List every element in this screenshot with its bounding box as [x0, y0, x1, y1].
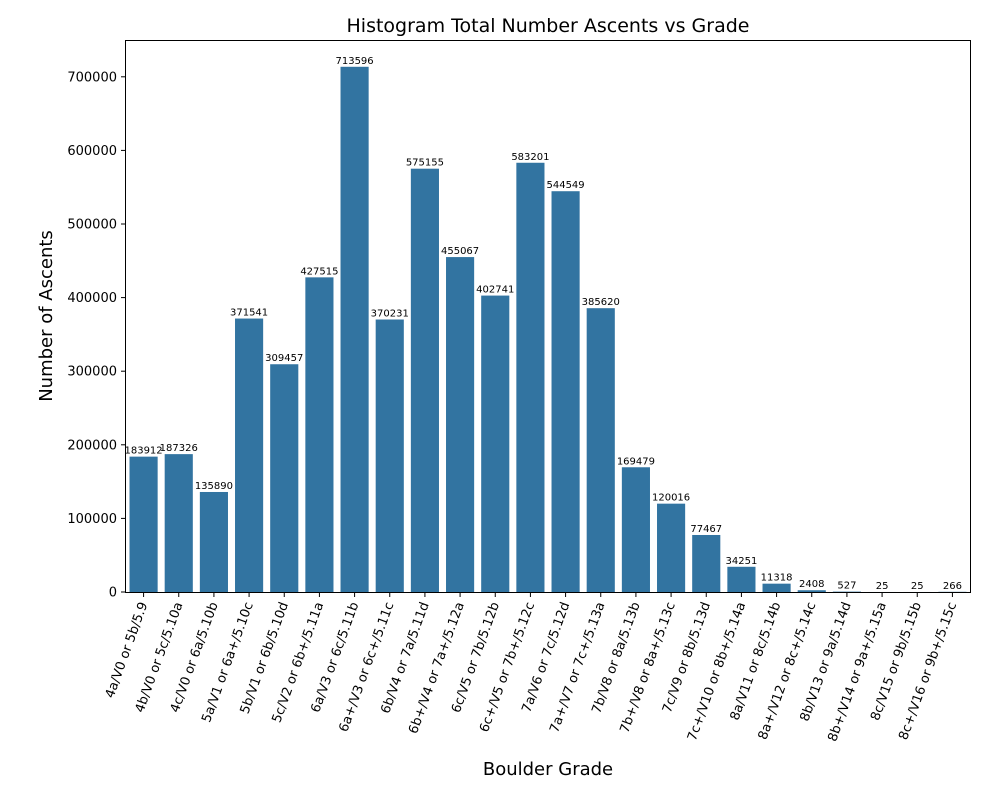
bar-value-label: 427515	[300, 266, 338, 277]
bar	[305, 277, 334, 592]
bar	[481, 295, 510, 592]
bar-value-label: 575155	[406, 158, 444, 169]
bar-value-label: 385620	[582, 297, 620, 308]
bar-value-label: 34251	[726, 556, 758, 567]
bar	[164, 454, 193, 592]
y-tick-label: 100000	[67, 512, 117, 527]
bar	[727, 566, 756, 592]
bar-value-label: 25	[911, 581, 924, 592]
y-axis: 0 100000 200000 300000 400000 500000 600000 700…	[67, 70, 126, 601]
bar-value-label: 135890	[195, 481, 233, 492]
bar	[692, 534, 721, 592]
bar-value-label: 2408	[799, 579, 824, 590]
bar	[270, 364, 299, 592]
bar	[657, 503, 686, 592]
bar	[551, 191, 580, 593]
bar-value-label: 25	[876, 581, 889, 592]
bar-value-label: 187326	[160, 443, 198, 454]
bar-value-label: 77467	[690, 524, 722, 535]
bar-value-label: 527	[837, 581, 856, 592]
bar	[340, 66, 369, 593]
y-tick-label: 500000	[67, 218, 117, 233]
bar	[446, 257, 475, 592]
y-axis-label: Number of Ascents	[36, 230, 57, 402]
bar-value-label: 169479	[617, 456, 655, 467]
bar-value-label: 370231	[371, 309, 409, 320]
y-tick-label: 400000	[67, 291, 117, 306]
bar	[129, 456, 158, 592]
y-tick-label: 300000	[67, 365, 117, 380]
bar-value-label: 309457	[265, 353, 303, 364]
bar-value-label: 583201	[511, 152, 549, 163]
plot-frame	[125, 40, 971, 593]
bar-value-label: 371541	[230, 308, 268, 319]
bar	[199, 491, 228, 592]
y-tick-label: 200000	[67, 438, 117, 453]
bar	[410, 168, 439, 592]
bar	[621, 467, 650, 592]
x-axis-label: Boulder Grade	[483, 759, 613, 780]
bar	[235, 318, 264, 592]
bar	[797, 590, 826, 592]
y-tick-label: 700000	[67, 70, 117, 85]
chart-title: Histogram Total Number Ascents vs Grade	[347, 15, 750, 37]
bar-value-label: 120016	[652, 493, 690, 504]
bar-value-label: 11318	[761, 573, 793, 584]
bar-value-label: 402741	[476, 285, 514, 296]
bar-value-label: 713596	[335, 56, 373, 67]
bar	[516, 162, 545, 592]
bar-value-label: 183912	[124, 446, 162, 457]
bar	[375, 319, 404, 592]
y-tick-label: 0	[109, 586, 117, 601]
bar-value-label: 455067	[441, 246, 479, 257]
bar-value-label: 266	[943, 581, 962, 592]
bar	[762, 583, 791, 592]
bar	[586, 308, 615, 592]
bar-value-label: 544549	[546, 180, 584, 191]
y-tick-label: 600000	[67, 144, 117, 159]
